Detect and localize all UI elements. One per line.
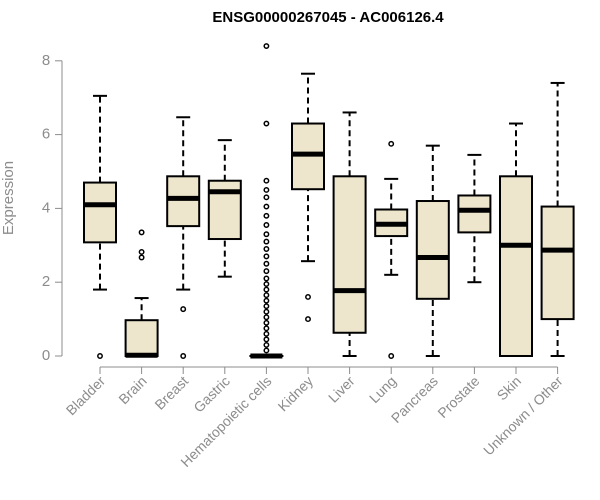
- x-tick-label: Skin: [494, 373, 525, 404]
- x-tick-label: Liver: [325, 373, 358, 406]
- outlier-point: [388, 140, 395, 147]
- y-tick-label: 8: [42, 52, 50, 69]
- outlier-point: [305, 294, 311, 300]
- outlier-point: [263, 281, 270, 287]
- outlier-point: [263, 253, 270, 260]
- box-group: [332, 111, 367, 357]
- outlier-point: [263, 330, 270, 337]
- outlier-point: [263, 303, 270, 310]
- outlier-point: [263, 246, 270, 252]
- box-iqr: [166, 175, 201, 228]
- box-group: [291, 72, 325, 323]
- outlier-point: [263, 231, 270, 238]
- outlier-point: [388, 353, 395, 359]
- box-group: [457, 153, 492, 284]
- outlier-point: [138, 254, 145, 261]
- outlier-point: [263, 286, 270, 293]
- outlier-point: [263, 336, 270, 343]
- box-iqr: [457, 194, 492, 234]
- y-axis-label: Expression: [0, 161, 17, 235]
- box-iqr: [83, 181, 117, 244]
- plot-area: [83, 43, 575, 359]
- x-tick-label: Bladder: [63, 373, 109, 419]
- y-tick-label: 2: [42, 273, 50, 290]
- box-group: [124, 229, 159, 358]
- box-group: [415, 144, 450, 357]
- box-iqr: [415, 200, 450, 300]
- x-tick-label: Lung: [366, 373, 399, 406]
- outlier-point: [263, 341, 270, 348]
- outlier-point: [263, 177, 270, 184]
- x-tick-label: Unknown / Other: [480, 373, 566, 459]
- outlier-point: [263, 319, 270, 326]
- outlier-point: [263, 275, 270, 282]
- chart-title: ENSG00000267045 - AC006126.4: [212, 9, 444, 26]
- box-group: [249, 43, 284, 359]
- outlier-point: [263, 187, 270, 193]
- y-tick-label: 6: [42, 126, 50, 143]
- outlier-point: [138, 229, 145, 236]
- box-group: [540, 81, 575, 357]
- outlier-point: [263, 347, 270, 354]
- outlier-point: [263, 268, 270, 275]
- outlier-point: [263, 260, 270, 267]
- y-tick-label: 4: [42, 199, 50, 216]
- box-group: [207, 139, 242, 278]
- outlier-point: [263, 314, 270, 321]
- box-iqr: [332, 175, 367, 334]
- outlier-point: [180, 306, 187, 313]
- box-group: [374, 140, 409, 359]
- box-iqr: [124, 319, 159, 357]
- outlier-point: [263, 238, 270, 245]
- box-group: [499, 122, 533, 357]
- outlier-point: [263, 43, 270, 49]
- x-tick-label: Breast: [151, 373, 191, 413]
- box-iqr: [540, 205, 575, 321]
- outlier-point: [180, 353, 187, 359]
- box-group: [166, 116, 201, 359]
- outlier-point: [263, 308, 270, 315]
- x-tick-label: Kidney: [275, 373, 317, 415]
- outlier-point: [263, 203, 270, 210]
- box-group: [83, 94, 117, 359]
- outlier-point: [305, 316, 311, 323]
- y-tick-label: 0: [42, 347, 50, 364]
- outlier-point: [263, 194, 270, 201]
- y-axis: 0 2 4 6 8: [42, 52, 63, 364]
- outlier-point: [263, 297, 270, 304]
- outlier-point: [138, 248, 145, 255]
- outlier-point: [97, 353, 103, 359]
- x-tick-label: Prostate: [434, 373, 482, 421]
- outlier-point: [263, 120, 270, 127]
- x-tick-label: Brain: [115, 373, 149, 407]
- outlier-point: [263, 292, 270, 299]
- outlier-point: [263, 212, 270, 219]
- outlier-point: [263, 222, 270, 228]
- outlier-point: [263, 325, 270, 332]
- box-iqr: [499, 175, 533, 357]
